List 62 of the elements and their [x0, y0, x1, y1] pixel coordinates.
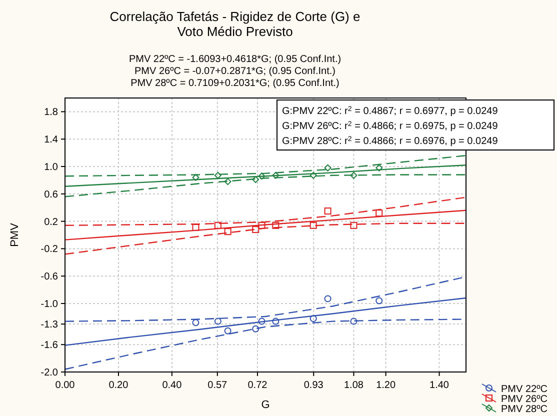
- point: [258, 318, 266, 325]
- point: [324, 164, 332, 172]
- y-tick-label: 1.0: [44, 162, 58, 173]
- y-tick-label: 0.6: [44, 189, 58, 200]
- y-tick-label: -0.6: [40, 272, 58, 283]
- legend-label: PMV 28ºC: [501, 404, 548, 415]
- y-tick-label: -1.0: [40, 299, 58, 310]
- x-tick-label: 0.20: [108, 380, 129, 391]
- point: [214, 318, 222, 325]
- x-axis-title: G: [261, 399, 270, 411]
- point: [350, 172, 358, 179]
- annotation: G:PMV 28ºC: r$^{2}$ = 0.4866; r = 0.6976, p = 0.0249: [282, 136, 498, 147]
- point: [214, 222, 222, 229]
- point: [310, 172, 317, 179]
- point: [192, 319, 200, 326]
- point: [324, 295, 332, 302]
- point: [224, 327, 232, 334]
- annotation: G:PMV 26ºC: r$^{2}$ = 0.4866; r = 0.6975, p = 0.0249: [282, 120, 498, 132]
- x-tick-label: 0.57: [208, 380, 228, 391]
- point: [258, 222, 266, 229]
- y-tick-label: -2.0: [40, 368, 58, 378]
- x-tick-label: 1.08: [344, 380, 364, 391]
- legend-label: PMV 26ºC: [501, 394, 548, 405]
- annotation: G:PMV 22ºC: r$^{2}$ = 0.4867; r = 0.6977, p = 0.0249: [282, 106, 498, 117]
- point: [272, 172, 280, 179]
- point: [252, 226, 260, 234]
- point: [272, 222, 280, 229]
- chart-subtitle: PMV 22ºC = -1.6093+0.4618*G; (0.95 Conf.Int.) PMV 26ºC = -0.07+0.2871*G; (0.95 Conf.Int.) PMV 28ºC = 0.7109+0.2031*G; (0.95 Conf.Int.): [128, 54, 342, 89]
- x-tick-label: 0.40: [162, 380, 182, 391]
- x-tick-label: 1.40: [430, 380, 450, 391]
- point: [192, 224, 200, 231]
- x-tick-label: 0.00: [55, 380, 76, 391]
- point: [376, 210, 383, 217]
- chart-title: Correlação Tafetás - Rigidez de Corte (G) e Voto Médio Previsto: [110, 9, 360, 39]
- point: [192, 174, 200, 181]
- point: [310, 315, 317, 322]
- point: [252, 325, 260, 332]
- y-tick-label: 1.4: [44, 134, 58, 146]
- point: [310, 222, 317, 229]
- y-tick-label: -0.2: [40, 244, 58, 256]
- y-tick-label: -1.3: [40, 320, 58, 331]
- y-tick-label: -1.6: [40, 340, 58, 352]
- x-tick-label: 1.20: [376, 380, 396, 391]
- point: [224, 178, 232, 186]
- point: [272, 318, 280, 325]
- point: [214, 172, 222, 179]
- point: [224, 228, 232, 236]
- x-tick-label: 0.72: [248, 380, 268, 391]
- x-tick-label: 0.93: [304, 380, 324, 391]
- point: [350, 318, 358, 325]
- point: [252, 176, 260, 184]
- y-tick-label: 1.8: [44, 107, 58, 118]
- line-series: [64, 222, 467, 255]
- point: [350, 222, 358, 229]
- y-tick-label: 0.2: [44, 216, 58, 228]
- point: [324, 208, 332, 215]
- point: [376, 164, 383, 172]
- legend-label: PMV 22ºC: [501, 384, 548, 395]
- line-series: [64, 297, 467, 346]
- point: [258, 172, 266, 180]
- point: [376, 297, 383, 304]
- y-axis-title: PMV: [9, 222, 21, 247]
